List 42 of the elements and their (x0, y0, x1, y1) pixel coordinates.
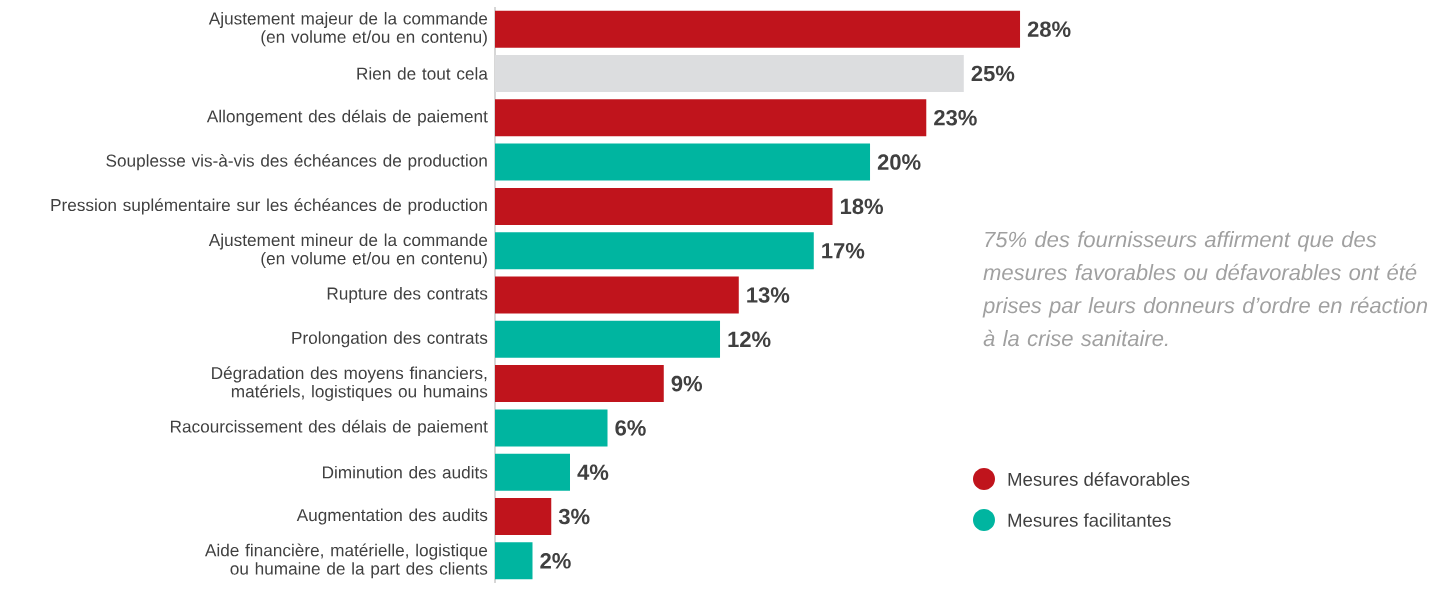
data-label: 2% (540, 553, 571, 569)
bar (495, 99, 927, 137)
data-label: 6% (615, 420, 646, 436)
bar (495, 276, 739, 314)
data-label: 4% (577, 464, 609, 480)
y-tick-label: Augmentation des audits (296, 508, 488, 525)
y-tick-label: Souplesse vis-à-vis des échéances de production (106, 153, 487, 171)
y-tick-label: Pression suplémentaire sur les échéances de production (51, 198, 487, 215)
y-tick-label: Dégradation des moyens financiers, matériels, logistiques ou humains (212, 366, 488, 401)
data-label: 13% (747, 287, 790, 303)
bar (495, 54, 964, 92)
data-label: 9% (671, 375, 703, 392)
y-tick-label: Ajustement mineur de la commande (en volume et/ou en contenu) (208, 233, 488, 268)
legend-label: Mesures défavorables (1008, 472, 1190, 486)
bar (495, 143, 871, 181)
bar (495, 187, 833, 225)
data-label: 12% (728, 331, 771, 348)
data-label: 17% (822, 242, 865, 259)
y-tick-label: Racourcissement des délais de paiement (170, 419, 488, 437)
data-label: 25% (971, 65, 1015, 82)
bar (495, 320, 721, 358)
data-label: 3% (558, 508, 590, 525)
bar (495, 365, 664, 403)
y-tick-label: Aide financière, matérielle, logistique ou humaine de la part des clients (204, 543, 488, 579)
bar (495, 10, 1021, 48)
y-tick-label: Diminution des audits (323, 465, 488, 479)
bar (495, 453, 571, 491)
y-tick-label: Allongement des délais de paiement (206, 109, 488, 126)
bar (495, 542, 533, 580)
y-tick-label: Ajustement majeur de la commande (en volume et/ou en contenu) (208, 11, 488, 47)
data-label: 23% (934, 109, 977, 126)
y-tick-label: Rupture des contrats (327, 286, 488, 304)
y-tick-label: Rien de tout cela (357, 67, 488, 80)
legend-label: Mesures facilitantes (1008, 513, 1171, 527)
bar (495, 232, 814, 270)
bar (495, 409, 608, 447)
y-tick-label: Prolongation des contrats (292, 331, 488, 348)
data-label: 28% (1027, 21, 1071, 37)
data-label: 18% (840, 198, 884, 215)
data-label: 20% (877, 154, 921, 170)
bar (495, 498, 552, 536)
annotation: 75% des fournisseurs affirment que des mesures favorables ou défavorables ont été prises par leurs donneurs d’ordre en réaction à la crise sanitaire. (982, 231, 1428, 347)
